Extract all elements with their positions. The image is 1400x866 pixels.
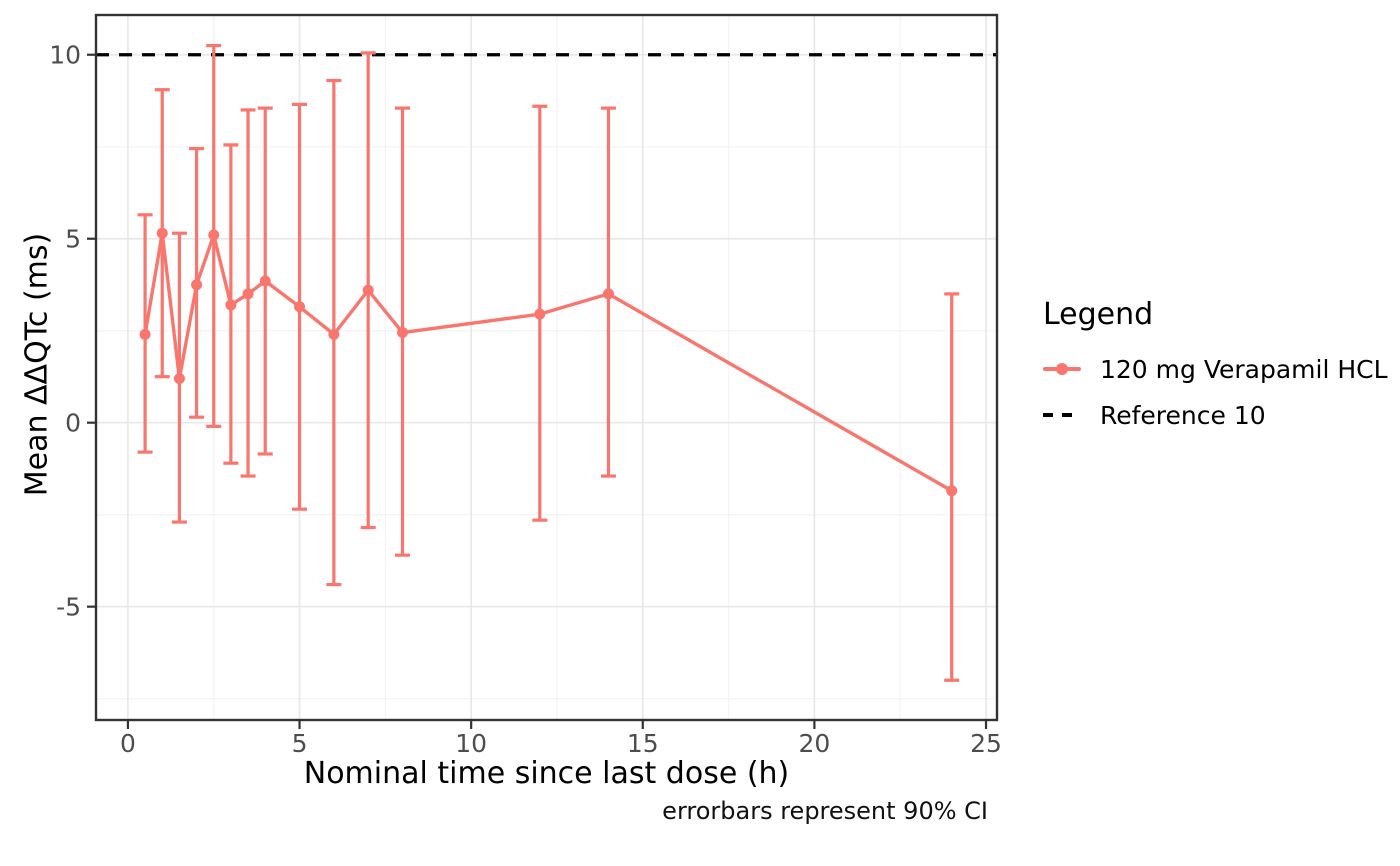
data-point: [534, 308, 546, 320]
reference-key-icon: [1043, 400, 1081, 430]
x-tick-label: 15: [627, 729, 659, 758]
caption: errorbars represent 90% CI: [662, 797, 988, 825]
legend-item-label: 120 mg Verapamil HCL: [1100, 354, 1388, 384]
x-tick-label: 5: [292, 729, 308, 758]
data-point: [328, 328, 340, 340]
series-key-icon: [1043, 354, 1081, 384]
panel-border: [94, 13, 999, 722]
y-tick-label: 10: [49, 41, 81, 70]
y-tick-label: 0: [65, 409, 81, 438]
data-point: [602, 288, 614, 300]
data-point: [397, 327, 409, 339]
data-point: [173, 373, 185, 385]
legend-item-series: 120 mg Verapamil HCL: [1043, 354, 1388, 384]
x-tick-label: 25: [970, 729, 1002, 758]
y-tick-label: 5: [65, 225, 81, 254]
x-tick-label: 20: [798, 729, 830, 758]
x-axis-title: Nominal time since last dose (h): [303, 756, 790, 791]
y-axis-title: Mean ΔΔQTc (ms): [19, 232, 55, 497]
dashed-line-icon: [1043, 413, 1077, 417]
data-point: [191, 279, 203, 291]
series-point-icon: [1056, 362, 1068, 375]
legend-item-label: Reference 10: [1100, 400, 1266, 430]
data-point: [156, 227, 168, 239]
x-tick-label: 0: [120, 729, 136, 758]
legend-item-reference: Reference 10: [1043, 400, 1388, 430]
y-tick-label: -5: [56, 593, 81, 622]
legend-title: Legend: [1043, 297, 1154, 332]
data-point: [225, 299, 237, 311]
data-point: [946, 485, 958, 497]
data-point: [139, 328, 151, 340]
x-tick-label: 10: [455, 729, 487, 758]
legend: Legend 120 mg Verapamil HCL Reference 10: [1043, 297, 1388, 446]
data-point: [242, 288, 254, 300]
data-point: [362, 284, 374, 296]
data-point: [294, 301, 306, 313]
data-point: [259, 275, 271, 287]
data-point: [208, 229, 220, 241]
